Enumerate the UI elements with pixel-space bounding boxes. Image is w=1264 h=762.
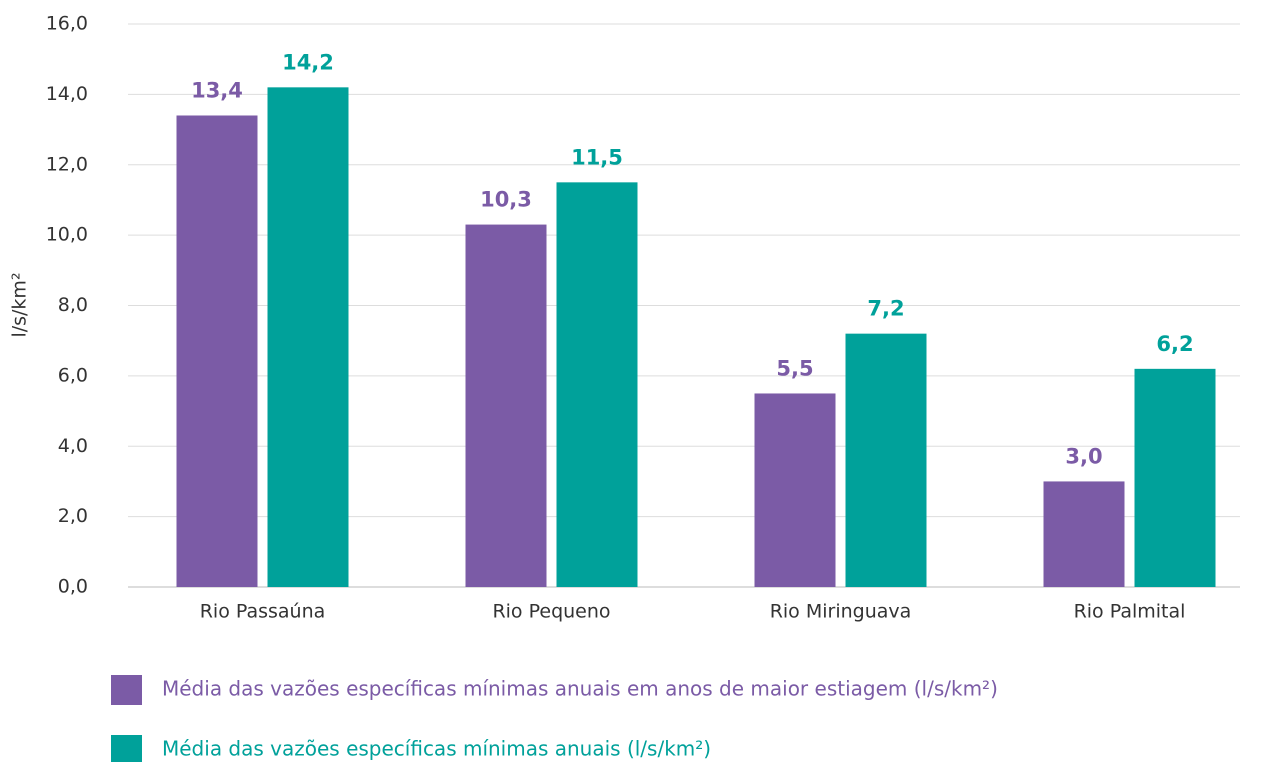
y-tick-label: 8,0	[58, 294, 88, 316]
y-tick-label: 4,0	[58, 435, 88, 457]
bar	[267, 87, 349, 588]
y-tick-label: 6,0	[58, 364, 88, 386]
value-label: 14,2	[282, 50, 334, 74]
y-tick-label: 10,0	[46, 224, 88, 246]
legend-label: Média das vazões específicas mínimas anu…	[162, 737, 711, 761]
y-axis-label: l/s/km²	[9, 272, 31, 337]
x-tick-label: Rio Passaúna	[200, 601, 326, 623]
value-label: 3,0	[1065, 444, 1102, 468]
value-label: 10,3	[480, 188, 532, 212]
bar	[1043, 481, 1125, 587]
value-label: 7,2	[867, 297, 904, 321]
y-tick-label: 12,0	[46, 153, 88, 175]
y-tick-label: 0,0	[58, 576, 88, 598]
value-label: 11,5	[571, 145, 623, 169]
value-label: 13,4	[191, 78, 243, 102]
bar	[556, 182, 638, 587]
bar	[845, 333, 927, 587]
value-label: 5,5	[776, 356, 813, 380]
value-label: 6,2	[1156, 332, 1193, 356]
bar	[754, 393, 836, 587]
bar	[465, 224, 547, 587]
y-tick-label: 16,0	[46, 13, 88, 35]
legend-label: Média das vazões específicas mínimas anu…	[162, 677, 998, 701]
bar	[176, 115, 258, 588]
legend-swatch	[111, 675, 142, 705]
y-tick-label: 2,0	[58, 505, 88, 527]
y-tick-label: 14,0	[46, 83, 88, 105]
x-tick-label: Rio Pequeno	[492, 601, 610, 623]
x-tick-label: Rio Palmital	[1074, 601, 1186, 623]
x-tick-label: Rio Miringuava	[770, 601, 912, 623]
bar	[1134, 368, 1216, 587]
legend-swatch	[111, 735, 142, 762]
